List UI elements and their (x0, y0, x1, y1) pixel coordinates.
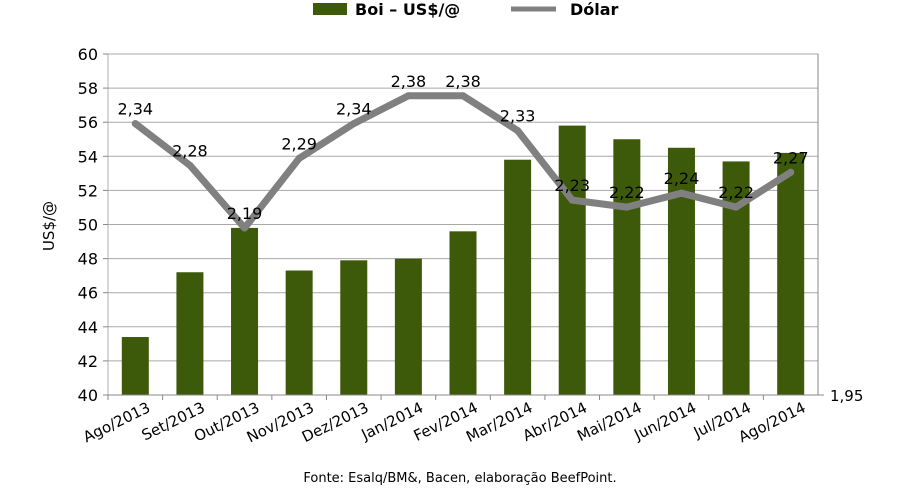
legend: Boi – US$/@ Dólar (313, 0, 619, 19)
dolar-point (404, 92, 412, 100)
dolar-point (241, 224, 249, 232)
right-axis-tick-label: 1,95 (830, 387, 863, 405)
bar (285, 270, 313, 395)
dolar-data-label: 2,23 (554, 176, 590, 195)
legend-swatch-boi (313, 3, 347, 15)
y-tick-label: 40 (78, 386, 98, 405)
y-tick-label: 60 (78, 45, 98, 64)
bar (176, 272, 204, 395)
y-tick-label: 58 (78, 79, 98, 98)
y-tick-label: 54 (78, 147, 98, 166)
bar (231, 227, 259, 395)
legend-label-dolar: Dólar (570, 0, 619, 19)
bar (667, 147, 695, 395)
dolar-data-label: 2,34 (117, 100, 153, 119)
y-tick-label: 52 (78, 181, 98, 200)
bar (121, 337, 149, 395)
bar-series (121, 125, 805, 396)
dolar-data-label: 2,22 (718, 183, 754, 202)
dolar-point (623, 203, 631, 211)
bar (558, 125, 586, 396)
dolar-data-label: 2,24 (664, 169, 700, 188)
y-tick-label: 50 (78, 216, 98, 235)
dolar-data-label: 2,38 (445, 72, 481, 91)
x-tick-label: Ago/2013 (80, 398, 153, 446)
source-note: Fonte: Esalq/BM&, Bacen, elaboração Beef… (303, 471, 616, 486)
dolar-point (131, 120, 139, 128)
y-tick-label: 44 (78, 318, 98, 337)
y-tick-label: 56 (78, 113, 98, 132)
dolar-data-label: 2,22 (609, 183, 645, 202)
y-axis-title: US$/@ (40, 201, 58, 251)
dolar-point (459, 92, 467, 100)
dolar-data-label: 2,27 (773, 148, 809, 167)
dolar-point (677, 189, 685, 197)
dolar-data-label: 2,33 (500, 107, 536, 126)
dolar-data-label: 2,29 (281, 134, 317, 153)
dolar-point (568, 196, 576, 204)
dolar-data-label: 2,19 (227, 204, 263, 223)
dolar-point (186, 161, 194, 169)
legend-label-boi: Boi – US$/@ (355, 0, 460, 19)
dolar-data-label: 2,34 (336, 100, 372, 119)
y-tick-label: 46 (78, 284, 98, 303)
bar (340, 260, 368, 395)
data-labels: 2,34 2,28 2,19 2,29 2,34 2,38 2,38 2,33 2,23 2,22… (117, 72, 808, 223)
bar (504, 159, 532, 395)
x-tick-label: Jun/2014 (631, 398, 700, 444)
bar (777, 152, 805, 395)
dolar-data-label: 2,28 (172, 141, 208, 160)
dolar-point (514, 127, 522, 135)
bar (613, 139, 641, 395)
line-series (131, 92, 795, 232)
bar (449, 231, 477, 395)
y-tick-label: 42 (78, 352, 98, 371)
dolar-point (295, 154, 303, 162)
dolar-point (732, 203, 740, 211)
bar (394, 258, 422, 395)
y-tick-label: 48 (78, 250, 98, 269)
dolar-point (350, 120, 358, 128)
dolar-data-label: 2,38 (391, 72, 427, 91)
dolar-point (787, 168, 795, 176)
